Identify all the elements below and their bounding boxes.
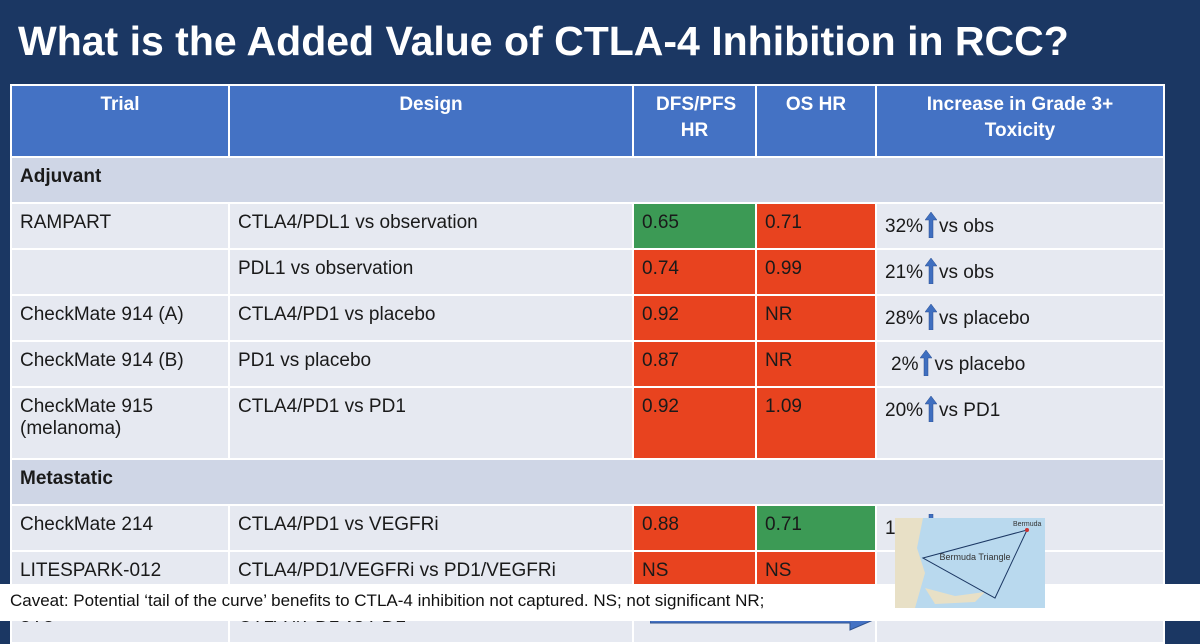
toxicity-cell: 20% vs PD1 [875, 386, 1165, 460]
os-cell: 1.09 [755, 386, 877, 460]
toxicity-cell: 28% vs placebo [875, 294, 1165, 342]
map-label: Bermuda Triangle [939, 552, 1010, 562]
design-cell: PDL1 vs observation [228, 248, 634, 296]
data-row: CheckMate 915 (melanoma) CTLA4/PD1 vs PD1… [10, 386, 1165, 460]
dfs-cell: 0.74 [632, 248, 757, 296]
arrow-icon [924, 257, 938, 285]
design-cell: CTLA4/PD1 vs placebo [228, 294, 634, 342]
data-row: CheckMate 914 (A) CTLA4/PD1 vs placebo 0.9… [10, 294, 1165, 342]
os-cell: 0.71 [755, 202, 877, 250]
design-cell: CTLA4/PD1 vs PD1 [228, 386, 634, 460]
data-row: CheckMate 914 (B) PD1 vs placebo 0.87 NR 2% v… [10, 340, 1165, 388]
header-cell: Design [228, 84, 634, 158]
toxicity-value: 21% [885, 262, 924, 283]
dfs-cell: 0.92 [632, 386, 757, 460]
arrow-icon [924, 303, 938, 331]
trial-cell: CheckMate 214 [10, 504, 230, 552]
toxicity-value: 32% [885, 216, 924, 237]
trial-cell [10, 248, 230, 296]
data-row: CheckMate 214 CTLA4/PD1 vs VEGFRi 0.88 0.71… [10, 504, 1165, 552]
data-row: PDL1 vs observation 0.74 0.99 21% vs obs [10, 248, 1165, 296]
section-label: Metastatic [10, 458, 1165, 506]
toxicity-cell: 21% vs obs [875, 248, 1165, 296]
slide: What is the Added Value of CTLA-4 Inhibi… [0, 18, 1200, 644]
design-cell: PD1 vs placebo [228, 340, 634, 388]
arrow-icon [924, 211, 938, 239]
header-cell: Increase in Grade 3+ Toxicity [875, 84, 1165, 158]
dfs-cell: 0.65 [632, 202, 757, 250]
section-row: Metastatic [10, 458, 1165, 506]
toxicity-cell: 2% vs placebo [875, 340, 1165, 388]
title: What is the Added Value of CTLA-4 Inhibi… [18, 18, 1069, 64]
header-row: Trial Design DFS/PFS HR OS HR Increase in Gr… [10, 84, 1165, 158]
os-cell: 0.99 [755, 248, 877, 296]
toxicity-value: 2% [891, 354, 919, 375]
toxicity-comparator: vs obs [939, 216, 994, 237]
data-row: RAMPART CTLA4/PDL1 vs observation 0.65 0.71… [10, 202, 1165, 250]
dfs-cell: 0.87 [632, 340, 757, 388]
design-cell: CTLA4/PDL1 vs observation [228, 202, 634, 250]
toxicity-cell: 32% vs obs [875, 202, 1165, 250]
map-label: Bermuda [1013, 521, 1042, 528]
header-cell: Trial [10, 84, 230, 158]
os-cell: NR [755, 294, 877, 342]
dfs-cell: 0.92 [632, 294, 757, 342]
toxicity-comparator: vs placebo [934, 354, 1026, 375]
section-label: Adjuvant [10, 156, 1165, 204]
trial-cell: CheckMate 915 (melanoma) [10, 386, 230, 460]
toxicity-value: 28% [885, 308, 924, 329]
design-cell: CTLA4/PD1 vs VEGFRi [228, 504, 634, 552]
toxicity-comparator: vs PD1 [939, 400, 1001, 421]
arrow-icon [919, 349, 933, 377]
dfs-cell: 0.88 [632, 504, 757, 552]
trial-cell: RAMPART [10, 202, 230, 250]
toxicity-comparator: vs obs [939, 262, 994, 283]
trial-cell: CheckMate 914 (A) [10, 294, 230, 342]
toxicity-value: 20% [885, 400, 924, 421]
header-cell: DFS/PFS HR [632, 84, 757, 158]
section-row: Adjuvant [10, 156, 1165, 204]
arrow-icon [924, 395, 938, 423]
map-image: Bermuda Bermuda Triangle [895, 518, 1045, 608]
os-cell: 0.71 [755, 504, 877, 552]
trial-cell: CheckMate 914 (B) [10, 340, 230, 388]
os-cell: NR [755, 340, 877, 388]
toxicity-comparator: vs placebo [939, 308, 1030, 329]
header-cell: OS HR [755, 84, 877, 158]
